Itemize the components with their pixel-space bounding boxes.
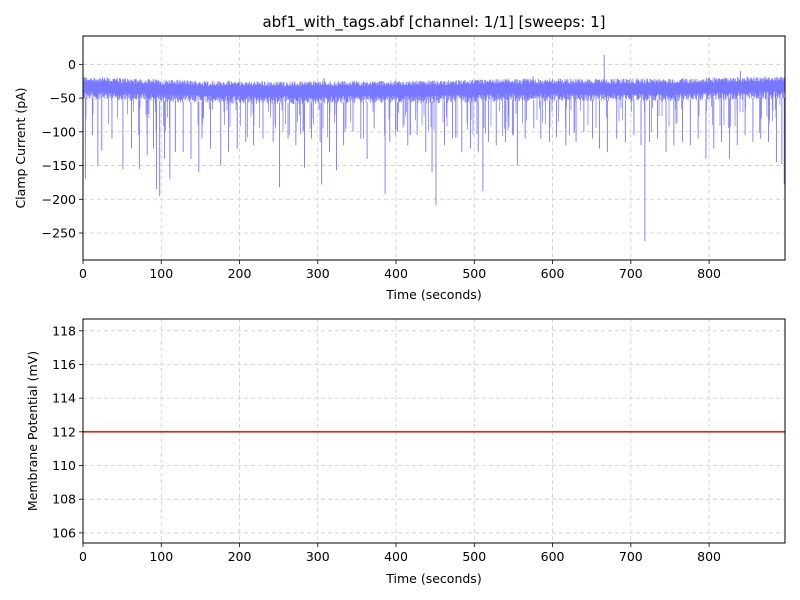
x-tick-label: 700: [619, 549, 643, 564]
y-tick-label: −150: [42, 158, 76, 173]
current-y-ticks: −250 −200 −150 −100 −50 0: [42, 57, 83, 241]
y-tick-label: −50: [50, 91, 76, 106]
y-tick-label: 108: [52, 492, 76, 507]
y-tick-label: −100: [42, 124, 76, 139]
potential-x-ticks: 0 100 200 300 400 500 600 700 800: [79, 543, 721, 564]
potential-y-label: Membrane Potential (mV): [25, 351, 40, 511]
current-plot: 0 100 200 300 400 500 600 700 800 −250 −200 −150 −1…: [13, 35, 786, 302]
current-axes-frame: [82, 35, 786, 261]
x-tick-label: 100: [149, 266, 173, 281]
x-tick-label: 200: [228, 549, 252, 564]
x-tick-label: 800: [697, 549, 721, 564]
x-tick-label: 600: [541, 549, 565, 564]
y-tick-label: 106: [52, 525, 76, 540]
current-x-label: Time (seconds): [385, 287, 481, 302]
x-tick-label: 0: [79, 549, 87, 564]
y-tick-label: −200: [42, 192, 76, 207]
x-tick-label: 0: [79, 266, 87, 281]
current-grid: [82, 36, 785, 260]
x-tick-label: 400: [384, 549, 408, 564]
chart-title: abf1_with_tags.abf [channel: 1/1] [sweep…: [262, 13, 605, 32]
current-y-label: Clamp Current (pA): [13, 87, 28, 208]
y-tick-label: 0: [68, 57, 76, 72]
x-tick-label: 300: [306, 549, 330, 564]
potential-axes-frame: [82, 318, 786, 544]
y-tick-label: 118: [52, 323, 76, 338]
x-tick-label: 500: [462, 266, 486, 281]
y-tick-label: −250: [42, 226, 76, 241]
potential-y-ticks: 106 108 110 112 114 116 118: [52, 323, 83, 540]
potential-plot: 0 100 200 300 400 500 600 700 800 106 108 110 112 11…: [25, 318, 786, 586]
x-tick-label: 700: [619, 266, 643, 281]
y-tick-label: 110: [52, 458, 76, 473]
x-tick-label: 200: [228, 266, 252, 281]
current-noise-band: [83, 76, 785, 139]
current-x-ticks: 0 100 200 300 400 500 600 700 800: [79, 260, 721, 281]
potential-x-label: Time (seconds): [385, 571, 481, 586]
x-tick-label: 400: [384, 266, 408, 281]
y-tick-label: 112: [52, 424, 76, 439]
x-tick-label: 500: [462, 549, 486, 564]
current-trace: [83, 54, 785, 242]
y-tick-label: 116: [52, 357, 76, 372]
potential-grid: [82, 319, 785, 543]
x-tick-label: 600: [541, 266, 565, 281]
x-tick-label: 100: [149, 549, 173, 564]
x-tick-label: 300: [306, 266, 330, 281]
y-tick-label: 114: [52, 391, 76, 406]
x-tick-label: 800: [697, 266, 721, 281]
